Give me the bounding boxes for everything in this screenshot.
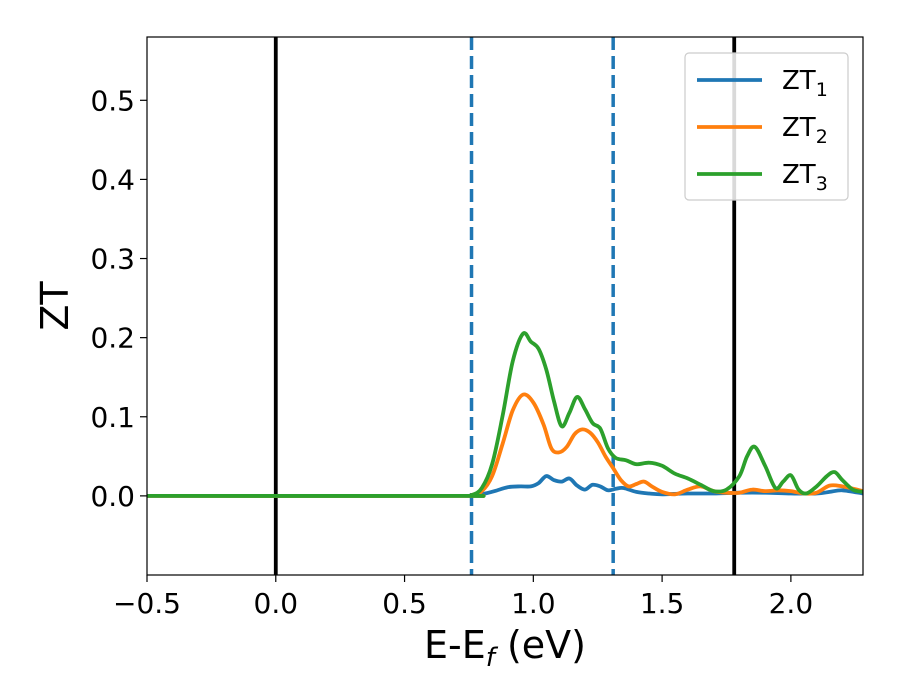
legend-box [684, 52, 849, 201]
legend-label-zt3: ZT3 [782, 160, 828, 195]
x-tick-label: 1.0 [511, 587, 556, 620]
x-tick-label: 0.5 [382, 587, 427, 620]
legend-label-zt2: ZT2 [782, 113, 828, 148]
x-tick-label: 1.5 [640, 587, 685, 620]
y-tick-label: 0.4 [90, 163, 135, 196]
legend-label-zt1: ZT1 [782, 66, 828, 101]
series-line-zt1 [147, 474, 864, 498]
x-tick-label: 0.0 [254, 587, 299, 620]
y-tick-label: 0.1 [90, 401, 135, 434]
x-axis-ticks: −0.5 0.0 0.5 1.0 1.5 2.0 [113, 575, 813, 620]
x-axis-label: E-Ef (eV) [424, 623, 586, 673]
y-tick-label: 0.2 [90, 322, 135, 355]
series-line-zt3 [146, 331, 864, 498]
x-axis-label-unit: (eV) [495, 623, 586, 667]
series-group [146, 331, 864, 498]
y-tick-label: 0.5 [90, 84, 135, 117]
x-axis-label-main: E-E [424, 623, 486, 667]
legend-entries: ZT1 ZT2 ZT3 [697, 66, 828, 195]
y-axis-ticks: 0.0 0.1 0.2 0.3 0.4 0.5 [90, 84, 147, 513]
y-tick-label: 0.0 [90, 480, 135, 513]
legend: ZT1 ZT2 ZT3 [684, 52, 849, 201]
y-axis-label: ZT [33, 281, 77, 331]
series-line-zt2 [146, 392, 864, 498]
plot-area-frame [146, 36, 864, 576]
x-tick-label: 2.0 [769, 587, 814, 620]
x-tick-label: −0.5 [113, 587, 181, 620]
y-tick-label: 0.3 [90, 243, 135, 276]
